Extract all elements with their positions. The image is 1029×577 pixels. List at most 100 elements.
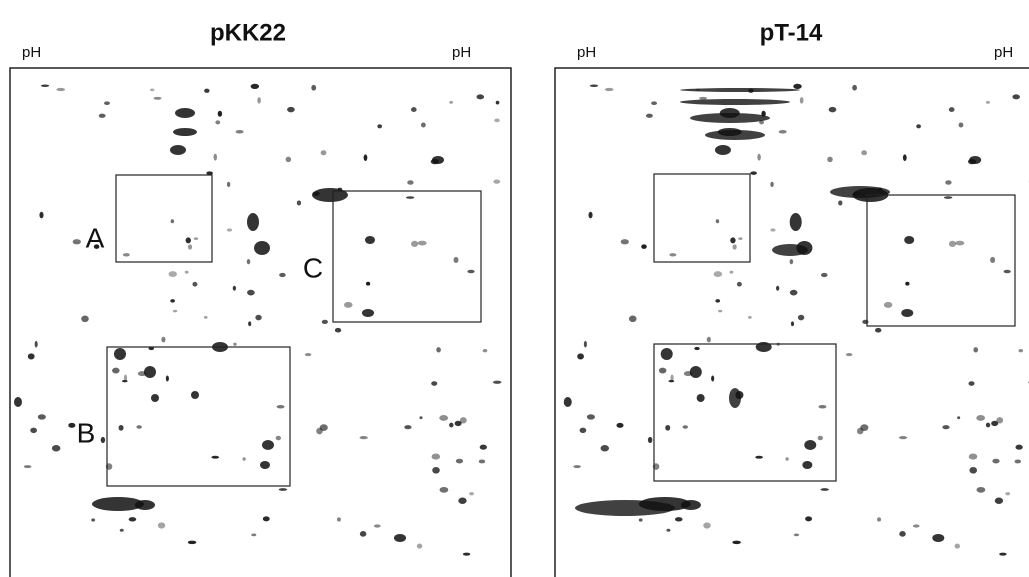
spot	[151, 394, 159, 402]
spot	[373, 524, 381, 528]
region-box	[653, 343, 837, 482]
spot	[439, 415, 449, 421]
spot	[459, 417, 467, 424]
spot	[730, 237, 736, 244]
spot	[967, 158, 977, 165]
region-label: B	[77, 417, 96, 448]
spot	[620, 239, 629, 245]
spot	[904, 236, 915, 244]
spot	[112, 367, 120, 374]
spot	[713, 271, 723, 278]
ph-label: pH	[452, 44, 471, 61]
spot	[204, 88, 210, 93]
spot	[135, 500, 155, 510]
spot	[30, 427, 37, 434]
spot	[729, 270, 734, 274]
region-label: A	[86, 222, 105, 253]
spot	[948, 107, 955, 113]
spot	[973, 347, 979, 353]
spot	[260, 461, 270, 469]
spot	[248, 321, 252, 327]
spot	[957, 416, 961, 420]
spot	[736, 281, 742, 287]
ph-label: pH	[994, 44, 1013, 61]
spot	[912, 524, 920, 528]
spot	[206, 171, 213, 175]
spot	[304, 353, 312, 357]
spot	[233, 342, 237, 346]
spot	[845, 353, 853, 357]
region-box	[115, 174, 213, 263]
spot	[148, 346, 155, 351]
spot	[954, 543, 961, 549]
spot	[942, 425, 950, 430]
spot	[776, 285, 780, 291]
spot	[883, 301, 893, 308]
spot	[359, 530, 367, 537]
spot	[255, 314, 262, 321]
spot	[334, 327, 342, 333]
spot	[943, 196, 953, 199]
spot	[492, 380, 502, 384]
spot	[493, 179, 501, 184]
spot	[852, 84, 857, 91]
spot	[714, 145, 731, 155]
spot	[682, 425, 688, 429]
spot	[93, 244, 100, 249]
spot	[683, 371, 693, 377]
spot	[431, 453, 441, 460]
spot	[365, 236, 375, 244]
spot	[968, 453, 978, 460]
spot	[958, 122, 964, 128]
spot	[232, 285, 237, 291]
spot	[703, 522, 711, 529]
spot	[901, 309, 914, 317]
panel-title: pT-14	[760, 19, 823, 46]
spot	[804, 440, 817, 450]
spot	[122, 253, 130, 257]
spot	[902, 154, 907, 161]
spot	[23, 465, 32, 469]
spot	[696, 394, 705, 402]
spot	[226, 181, 231, 187]
spot	[410, 107, 417, 113]
spot	[945, 180, 952, 185]
spot	[100, 436, 106, 444]
spot	[296, 200, 302, 206]
spot	[985, 101, 990, 104]
spot	[1012, 94, 1020, 100]
spot	[793, 83, 802, 89]
spot	[187, 244, 193, 250]
spot	[173, 128, 197, 136]
spot	[789, 259, 794, 265]
spot	[715, 299, 721, 303]
spot	[285, 156, 292, 163]
spot	[453, 256, 459, 263]
spot	[27, 353, 35, 360]
spot	[279, 272, 286, 278]
spot	[789, 289, 798, 296]
spot	[321, 319, 328, 325]
spot	[476, 94, 485, 100]
spot	[193, 237, 199, 240]
spot	[579, 427, 587, 434]
spot	[417, 240, 427, 246]
region-label: C	[303, 252, 323, 283]
spot	[420, 122, 426, 128]
spot	[250, 83, 260, 89]
spot	[680, 500, 701, 510]
spot	[51, 445, 61, 452]
spot	[365, 281, 371, 286]
spot	[976, 415, 986, 421]
spot	[287, 106, 295, 113]
spot	[732, 244, 737, 250]
spot	[247, 213, 259, 231]
spot	[104, 101, 110, 106]
spot	[797, 314, 805, 321]
spot	[37, 414, 46, 420]
spot	[363, 154, 368, 161]
spot	[817, 435, 823, 441]
spot	[861, 150, 867, 156]
spot	[118, 424, 124, 431]
spot	[262, 440, 274, 450]
